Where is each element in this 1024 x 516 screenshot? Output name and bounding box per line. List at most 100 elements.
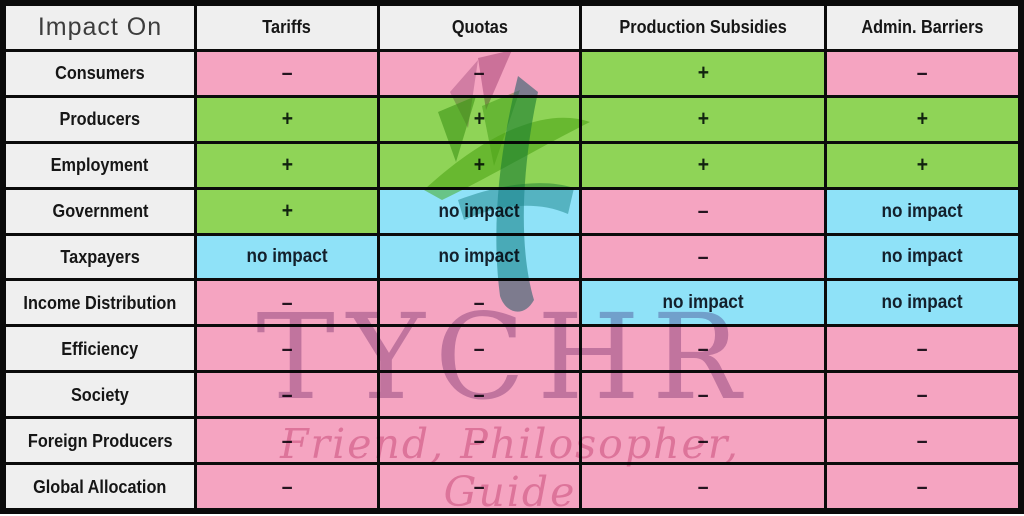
impact-cell: – — [380, 327, 579, 371]
impact-cell-text: + — [697, 152, 709, 178]
row-label: Foreign Producers — [6, 419, 194, 463]
row-label-text: Government — [52, 200, 148, 222]
impact-cell: + — [197, 143, 377, 187]
corner-header-label: Impact On — [37, 12, 163, 41]
column-header-label: Admin. Barriers — [861, 16, 984, 38]
impact-cell: no impact — [380, 189, 579, 233]
row-label-text: Efficiency — [61, 337, 139, 359]
row-label-text: Producers — [59, 108, 141, 130]
impact-cell-text: – — [281, 60, 293, 86]
impact-cell: – — [827, 51, 1018, 95]
impact-cell-text: – — [474, 335, 485, 361]
impact-cell-text: – — [697, 427, 709, 453]
impact-cell-text: + — [697, 106, 709, 132]
impact-cell: – — [827, 373, 1018, 417]
impact-cell: + — [380, 143, 579, 187]
impact-cell-text: + — [916, 106, 929, 132]
impact-cell: + — [582, 97, 824, 141]
row-label-text: Consumers — [55, 62, 145, 84]
impact-cell: + — [582, 51, 824, 95]
impact-cell-text: – — [917, 473, 928, 499]
impact-cell: – — [582, 419, 824, 463]
row-label: Society — [6, 373, 194, 417]
column-header-label: Tariffs — [262, 16, 312, 38]
impact-table: Impact On Tariffs Quotas Production Subs… — [6, 6, 1018, 508]
impact-cell-text: – — [697, 381, 709, 407]
impact-cell-text: – — [917, 60, 928, 86]
impact-cell-text: – — [474, 473, 485, 499]
impact-cell: no impact — [827, 235, 1018, 279]
impact-cell-text: – — [697, 198, 709, 224]
impact-cell-text: no impact — [438, 199, 521, 222]
impact-cell-text: – — [917, 427, 928, 453]
impact-cell-text: – — [917, 381, 928, 407]
impact-cell-text: + — [281, 106, 293, 132]
impact-cell: + — [197, 97, 377, 141]
impact-cell-text: – — [474, 427, 485, 453]
impact-cell: – — [827, 419, 1018, 463]
impact-cell-text: + — [697, 60, 709, 86]
column-header-label: Quotas — [451, 16, 508, 38]
row-label: Employment — [6, 143, 194, 187]
impact-cell-text: – — [281, 473, 293, 499]
impact-cell: – — [380, 51, 579, 95]
impact-cell: – — [582, 327, 824, 371]
row-label-text: Global Allocation — [33, 475, 167, 497]
column-header-admin-barriers: Admin. Barriers — [827, 6, 1018, 49]
impact-cell: no impact — [827, 281, 1018, 325]
impact-cell: – — [197, 465, 377, 508]
impact-cell: – — [197, 373, 377, 417]
impact-cell: – — [582, 373, 824, 417]
row-label-text: Society — [71, 383, 129, 405]
impact-cell-text: – — [281, 381, 293, 407]
row-label-text: Taxpayers — [60, 245, 140, 267]
impact-cell: – — [380, 419, 579, 463]
impact-cell: no impact — [827, 189, 1018, 233]
impact-cell: – — [380, 465, 579, 508]
row-label: Government — [6, 189, 194, 233]
impact-cell: + — [827, 143, 1018, 187]
impact-cell-text: – — [697, 243, 709, 269]
column-header-tariffs: Tariffs — [197, 6, 377, 49]
impact-cell-text: + — [473, 106, 486, 132]
impact-cell-text: – — [474, 381, 485, 407]
impact-cell: + — [827, 97, 1018, 141]
impact-cell: – — [197, 327, 377, 371]
corner-header: Impact On — [6, 6, 194, 49]
row-label: Global Allocation — [6, 465, 194, 508]
row-label-text: Income Distribution — [23, 291, 177, 313]
impact-cell-text: – — [281, 335, 293, 361]
row-label: Taxpayers — [6, 235, 194, 279]
row-label: Income Distribution — [6, 281, 194, 325]
row-label-text: Foreign Producers — [27, 429, 173, 451]
impact-cell-text: + — [281, 152, 293, 178]
impact-cell: – — [582, 235, 824, 279]
impact-cell-text: no impact — [881, 245, 964, 268]
impact-cell-text: – — [474, 289, 485, 315]
impact-cell: – — [380, 281, 579, 325]
impact-cell-text: no impact — [881, 199, 964, 222]
row-label: Consumers — [6, 51, 194, 95]
impact-cell-text: – — [281, 289, 293, 315]
impact-cell: no impact — [380, 235, 579, 279]
impact-cell: + — [380, 97, 579, 141]
impact-cell: – — [197, 51, 377, 95]
impact-cell-text: – — [474, 60, 485, 86]
impact-cell: – — [380, 373, 579, 417]
impact-cell-text: – — [697, 335, 709, 361]
impact-cell-text: – — [917, 335, 928, 361]
impact-cell-text: + — [281, 198, 293, 224]
impact-cell-text: – — [281, 427, 293, 453]
impact-cell: – — [582, 465, 824, 508]
impact-cell: + — [582, 143, 824, 187]
row-label-text: Employment — [51, 154, 149, 176]
impact-cell: + — [197, 189, 377, 233]
impact-cell: – — [197, 419, 377, 463]
column-header-label: Production Subsidies — [619, 16, 787, 38]
impact-cell: no impact — [582, 281, 824, 325]
impact-cell-text: no impact — [881, 291, 964, 314]
impact-cell-text: + — [916, 152, 929, 178]
impact-cell-text: + — [473, 152, 486, 178]
impact-cell-text: no impact — [246, 245, 328, 268]
